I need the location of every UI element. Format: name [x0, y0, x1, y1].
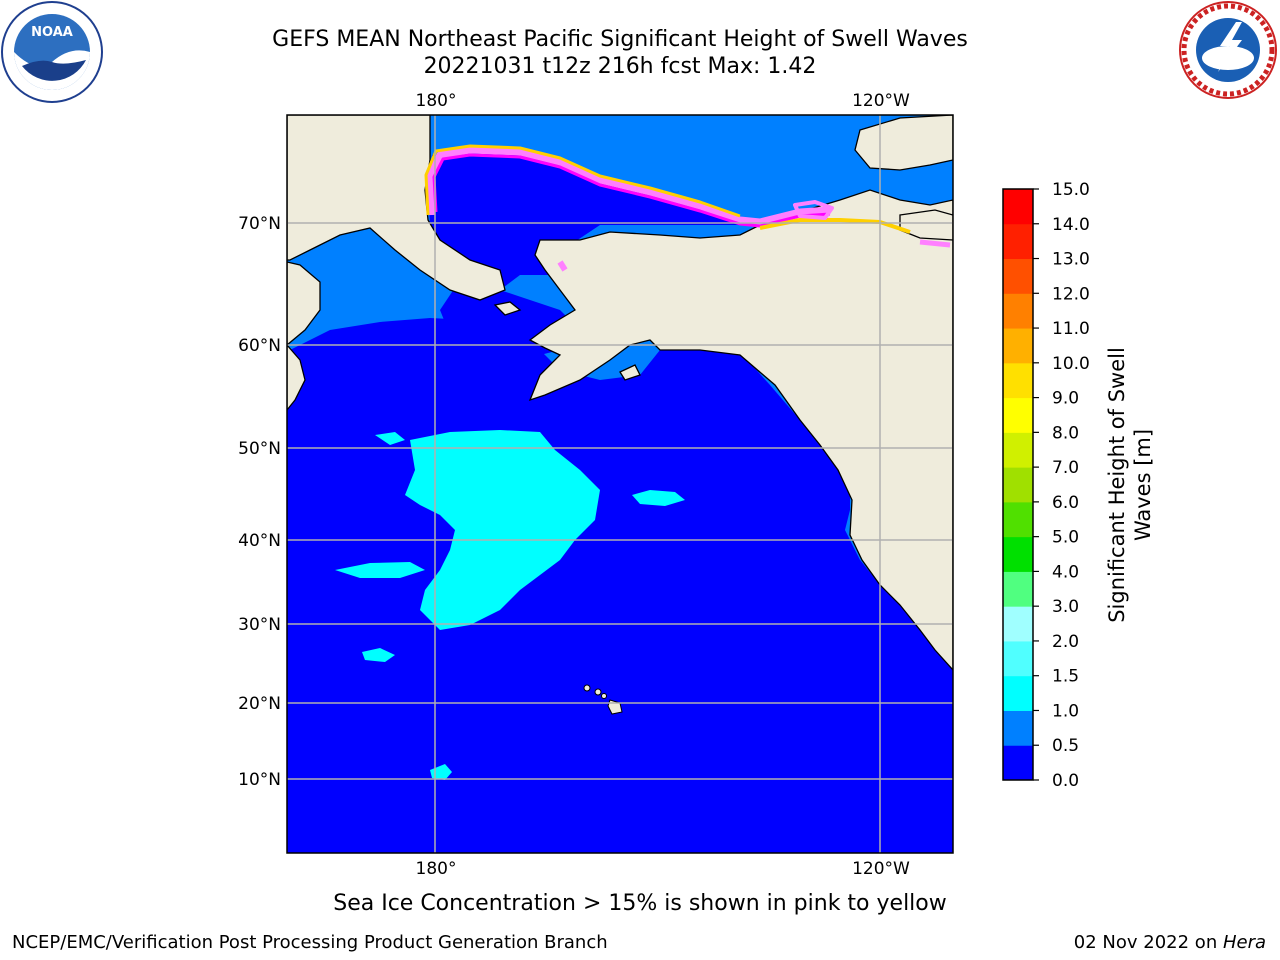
colorbar-segment	[1003, 536, 1033, 572]
footer-date-text: 02 Nov 2022 on	[1073, 932, 1223, 953]
land-masses	[287, 115, 953, 671]
noaa-logo-icon: NOAA	[1, 1, 103, 103]
colorbar-segment	[1003, 223, 1033, 260]
lat-label-40n: 40°N	[238, 531, 281, 551]
colorbar-tick-label: 10.0	[1052, 354, 1090, 374]
noaa-logo-text: NOAA	[31, 25, 73, 40]
colorbar-segment	[1003, 501, 1033, 538]
lon-label-top-120w: 120°W	[852, 91, 910, 111]
map-title-line1: GEFS MEAN Northeast Pacific Significant …	[272, 27, 968, 52]
colorbar-tick-label: 0.0	[1052, 771, 1079, 791]
colorbar-segment	[1003, 258, 1033, 294]
colorbar-tick-label: 14.0	[1052, 215, 1090, 235]
colorbar-tick-label: 15.0	[1052, 180, 1090, 200]
colorbar-segment	[1003, 189, 1033, 225]
colorbar-tick-label: 5.0	[1052, 528, 1079, 548]
lat-label-20n: 20°N	[238, 694, 281, 714]
lon-label-bottom-180: 180°	[416, 859, 457, 879]
colorbar-tick-label: 1.5	[1052, 667, 1079, 687]
colorbar-segment	[1003, 640, 1033, 677]
colorbar-segment	[1003, 745, 1033, 781]
lon-label-top-180: 180°	[416, 91, 457, 111]
map-frame	[286, 114, 954, 854]
sea-ice-caption: Sea Ice Concentration > 15% is shown in …	[0, 890, 1280, 918]
colorbar-segment	[1003, 467, 1033, 503]
colorbar-tick-label: 8.0	[1052, 423, 1079, 443]
colorbar-frame	[1002, 188, 1034, 781]
colorbar-tick-label: 1.0	[1052, 701, 1079, 721]
colorbar-tick-label: 12.0	[1052, 284, 1090, 304]
colorbar-tick-label: 0.5	[1052, 736, 1079, 756]
colorbar-tick-label: 3.0	[1052, 597, 1079, 617]
colorbar-segment	[1003, 432, 1033, 468]
sea-ice-caption-text: Sea Ice Concentration > 15% is shown in …	[333, 891, 947, 916]
colorbar-tick-label: 4.0	[1052, 562, 1079, 582]
footer-machine-name: Hera	[1222, 932, 1266, 953]
colorbar-tick-label: 6.0	[1052, 493, 1079, 513]
colorbar-tick-label: 11.0	[1052, 319, 1090, 339]
colorbar-segment	[1003, 710, 1033, 746]
colorbar-tick-label: 7.0	[1052, 458, 1079, 478]
footer-date: 02 Nov 2022 on Hera	[1074, 932, 1266, 953]
colorbar-segment	[1003, 606, 1033, 642]
nws-logo-icon	[1179, 1, 1277, 99]
map-title-line2: 20221031 t12z 216h fcst Max: 1.42	[423, 54, 817, 79]
colorbar-title-line1: Significant Height of Swell	[1105, 347, 1129, 623]
colorbar-segment	[1003, 293, 1033, 329]
colorbar-title-line2: Waves [m]	[1131, 428, 1155, 542]
colorbar-segment	[1003, 571, 1033, 607]
map-gridlines	[287, 115, 953, 853]
colorbar-segment	[1003, 362, 1033, 399]
lat-label-10n: 10°N	[238, 770, 281, 790]
colorbar-title: Significant Height of Swell Waves [m]	[1104, 347, 1156, 623]
lat-label-50n: 50°N	[238, 439, 281, 459]
colorbar-segment	[1003, 328, 1033, 364]
footer-credit: NCEP/EMC/Verification Post Processing Pr…	[12, 932, 608, 953]
colorbar-tick-label: 13.0	[1052, 250, 1090, 270]
lat-label-60n: 60°N	[238, 336, 281, 356]
lat-label-30n: 30°N	[238, 615, 281, 635]
colorbar-segment	[1003, 675, 1033, 711]
lon-label-bottom-120w: 120°W	[852, 859, 910, 879]
colorbar-tick-label: 2.0	[1052, 632, 1079, 652]
lat-label-70n: 70°N	[238, 214, 281, 234]
colorbar-segment	[1003, 397, 1033, 433]
colorbar-tick-label: 9.0	[1052, 389, 1079, 409]
colorbar: 0.0 0.5 1.0 1.5 2.0 3.0 4.0 5.0 6.0 7.0 8.0 9.0 10.0…	[1002, 180, 1090, 791]
